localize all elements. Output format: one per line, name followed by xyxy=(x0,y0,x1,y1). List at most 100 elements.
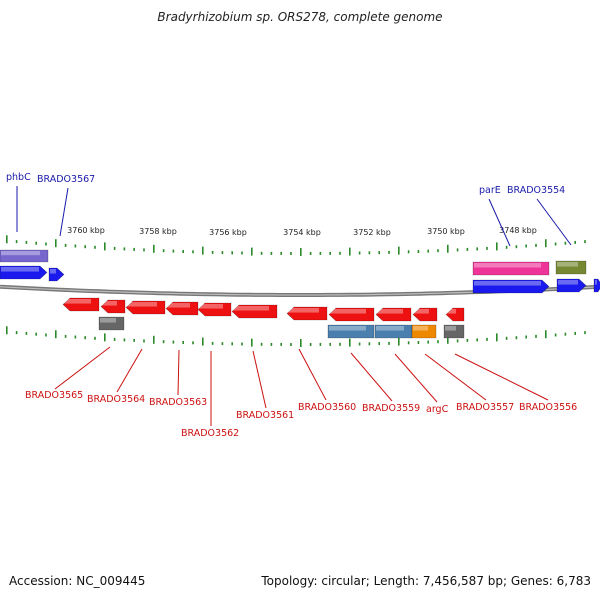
feature-domain-steelblue-highlight xyxy=(329,326,366,331)
feature-phbC-highlight xyxy=(1,251,40,256)
feature-forward-cds-highlight xyxy=(595,280,597,285)
scale-tick-bottom xyxy=(260,342,263,346)
scale-tick-top xyxy=(231,251,233,255)
scale-tick-top xyxy=(280,251,282,255)
scale-tick-top xyxy=(358,251,361,255)
feature-reverse-cds-highlight xyxy=(102,301,117,306)
feature-brado3554-domain xyxy=(555,260,587,275)
scale-tick-top xyxy=(466,247,469,251)
feature-forward-cds xyxy=(0,265,48,280)
feature-reverse-cds-highlight xyxy=(414,309,429,314)
scale-label: 3750 kbp xyxy=(427,227,465,236)
feature-reverse-cds-highlight xyxy=(288,308,319,313)
feature-reverse-cds-highlight xyxy=(377,309,403,314)
scale-tick-bottom xyxy=(309,343,312,346)
scale-tick-bottom xyxy=(280,342,282,346)
scale-tick-bottom xyxy=(339,342,341,346)
gene-label-brado3557: BRADO3557 xyxy=(456,402,514,413)
feature-domain-grey xyxy=(98,316,125,331)
feature-reverse-cds xyxy=(62,297,100,312)
scale-tick-top xyxy=(505,245,508,249)
feature-parE-highlight xyxy=(474,281,541,286)
scale-tick-top xyxy=(172,249,175,253)
feature-brado3554-domain-highlight xyxy=(557,262,578,267)
scale-tick-bottom xyxy=(368,342,371,346)
scale-tick-top xyxy=(300,248,302,256)
feature-reverse-cds xyxy=(375,307,412,322)
scale-tick-bottom xyxy=(104,333,106,342)
scale-tick-top xyxy=(6,235,8,244)
feature-forward-cds xyxy=(593,278,600,293)
scale-tick-bottom xyxy=(94,336,96,340)
scale-tick-top xyxy=(496,242,498,251)
scale-label: 3748 kbp xyxy=(499,226,537,235)
scale-tick-top xyxy=(290,252,292,255)
scale-tick-bottom xyxy=(153,335,155,344)
feature-phbC xyxy=(0,249,49,263)
scale-tick-top xyxy=(368,251,371,255)
genome-summary: Topology: circular; Length: 7,456,587 bp… xyxy=(261,574,591,588)
scale-tick-bottom xyxy=(329,342,331,346)
scale-tick-top xyxy=(456,248,459,252)
feature-forward-cds xyxy=(48,267,65,282)
gene-label-brado3559: BRADO3559 xyxy=(362,403,420,414)
scale-tick-bottom xyxy=(427,340,429,344)
scale-tick-top xyxy=(192,250,194,254)
scale-tick-bottom xyxy=(143,339,145,343)
feature-domain-steelblue-highlight xyxy=(376,326,404,331)
scale-tick-top xyxy=(202,246,204,255)
scale-tick-bottom xyxy=(437,340,439,344)
scale-tick-top xyxy=(329,251,331,255)
scale-tick-bottom xyxy=(554,333,557,337)
scale-tick-top xyxy=(64,243,67,247)
leader-line-brado3560 xyxy=(298,348,327,401)
scale-tick-bottom xyxy=(466,338,469,342)
feature-reverse-cds xyxy=(165,301,199,316)
scale-tick-top xyxy=(15,240,18,244)
scale-tick-top xyxy=(270,251,273,255)
feature-domain-steelblue xyxy=(327,324,375,339)
map-title: Bradyrhizobium sp. ORS278, complete geno… xyxy=(157,10,443,24)
leader-line-brado3554 xyxy=(536,198,572,246)
scale-tick-top xyxy=(153,244,155,253)
scale-tick-bottom xyxy=(25,331,28,335)
feature-reverse-cds-highlight xyxy=(199,304,223,309)
scale-tick-top xyxy=(251,247,253,256)
feature-reverse-cds xyxy=(412,307,438,322)
scale-tick-top xyxy=(25,240,28,244)
scale-tick-bottom xyxy=(574,331,576,335)
scale-tick-bottom xyxy=(417,341,420,344)
scale-tick-top xyxy=(45,242,47,246)
scale-tick-top xyxy=(84,245,86,249)
scale-tick-top xyxy=(94,245,96,249)
scale-tick-top xyxy=(437,249,439,253)
scale-tick-bottom xyxy=(358,342,361,346)
scale-tick-top xyxy=(74,244,77,248)
feature-reverse-cds-highlight xyxy=(127,302,157,307)
scale-tick-top xyxy=(378,251,380,255)
scale-tick-bottom xyxy=(456,339,459,343)
scale-tick-top xyxy=(388,250,390,254)
feature-reverse-cds-highlight xyxy=(64,299,91,304)
leader-line-brado3564 xyxy=(116,348,143,393)
feature-reverse-cds-highlight xyxy=(233,306,269,311)
gene-label-argC: argC xyxy=(426,404,449,415)
feature-parE-domain xyxy=(472,261,550,276)
scale-tick-top xyxy=(564,241,567,245)
scale-tick-top xyxy=(339,251,341,255)
feature-reverse-cds xyxy=(231,304,278,319)
scale-tick-top xyxy=(476,247,478,251)
scale-tick-bottom xyxy=(172,340,175,344)
scale-tick-bottom xyxy=(251,338,253,347)
feature-parE-domain-highlight xyxy=(474,263,541,268)
scale-tick-bottom xyxy=(84,336,86,340)
scale-tick-bottom xyxy=(241,342,243,346)
scale-tick-top xyxy=(525,244,527,248)
scale-label: 3752 kbp xyxy=(353,228,391,237)
scale-tick-top xyxy=(211,250,214,254)
leader-line-brado3563 xyxy=(177,349,180,396)
scale-tick-top xyxy=(143,248,145,252)
scale-tick-bottom xyxy=(211,341,214,345)
gene-label-brado3560: BRADO3560 xyxy=(298,402,356,413)
leader-line-brado3559 xyxy=(350,352,393,402)
